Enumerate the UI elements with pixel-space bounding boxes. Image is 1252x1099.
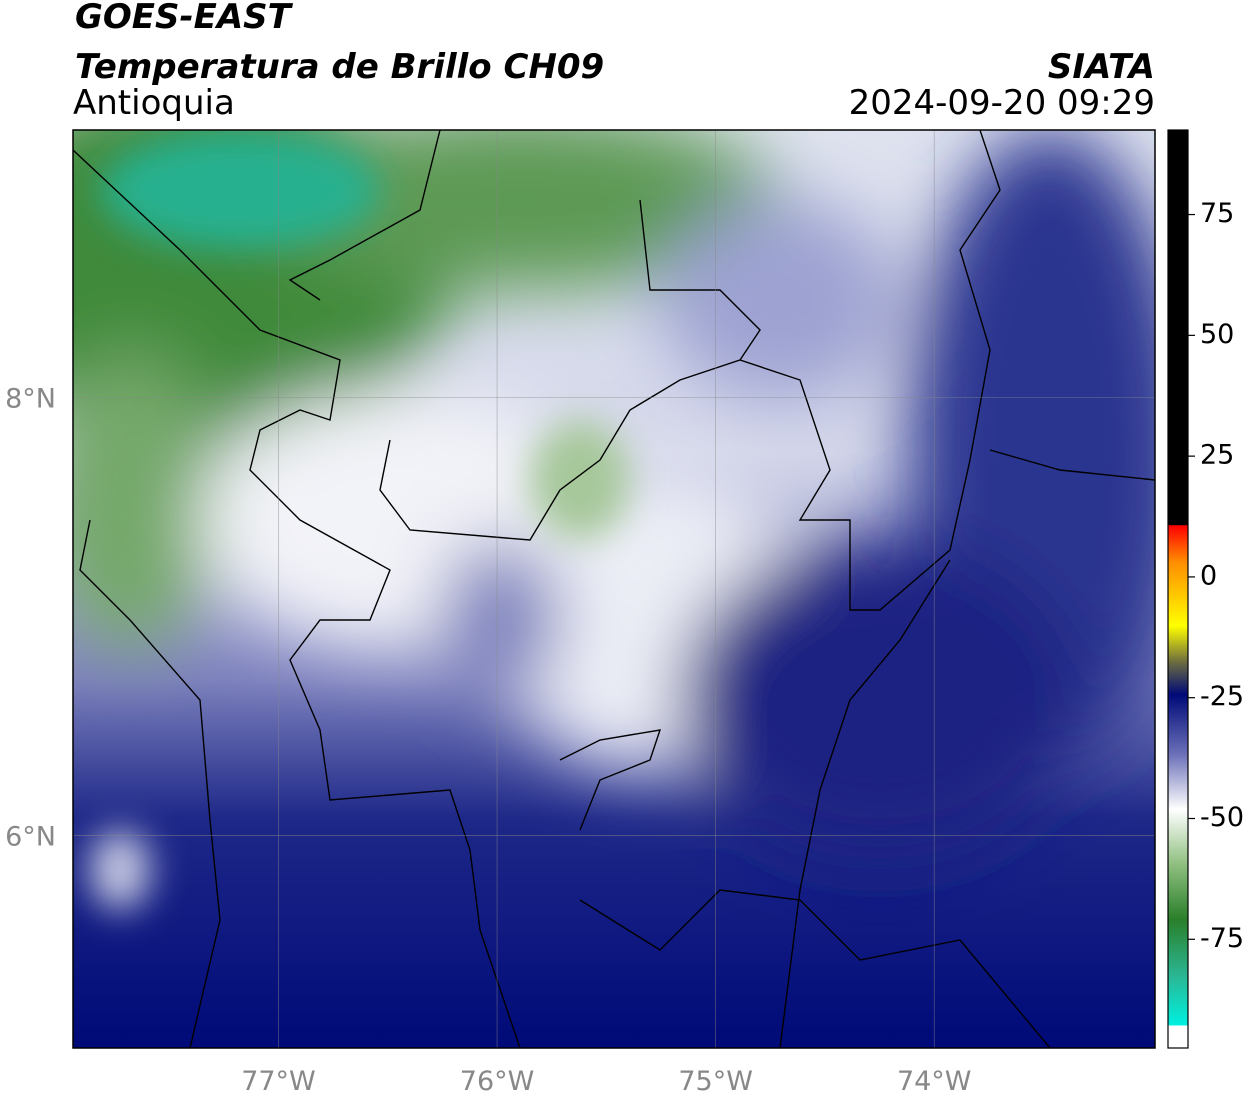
colorbar-tick-label: -75 <box>1200 923 1244 954</box>
colorbar-tick-label: 0 <box>1200 560 1217 591</box>
colorbar-tick-label: 75 <box>1200 198 1234 229</box>
title: GOES-EAST <box>75 0 294 37</box>
timestamp: 2024-09-20 09:29 <box>849 83 1155 123</box>
colorbar-tick-label: 25 <box>1200 440 1234 471</box>
graticule <box>73 130 1155 1048</box>
region: Antioquia <box>73 83 235 123</box>
colorbar-tick-label: 50 <box>1200 319 1234 350</box>
colorbar-tick-label: -25 <box>1200 681 1244 712</box>
source: SIATA <box>1048 47 1155 87</box>
colorbar-tick-label: -50 <box>1200 802 1244 833</box>
x-tick-label: 75°W <box>678 1066 753 1097</box>
x-tick-label: 77°W <box>241 1066 316 1097</box>
x-tick-label: 74°W <box>897 1066 972 1097</box>
colorbar <box>1167 129 1189 1049</box>
x-tick-label: 76°W <box>460 1066 535 1097</box>
satellite-image <box>73 130 1155 1048</box>
y-tick-label: 8°N <box>5 383 56 414</box>
subtitle: Temperatura de Brillo CH09 <box>75 47 604 87</box>
map-frame <box>72 129 1156 1049</box>
y-tick-label: 6°N <box>5 821 56 852</box>
